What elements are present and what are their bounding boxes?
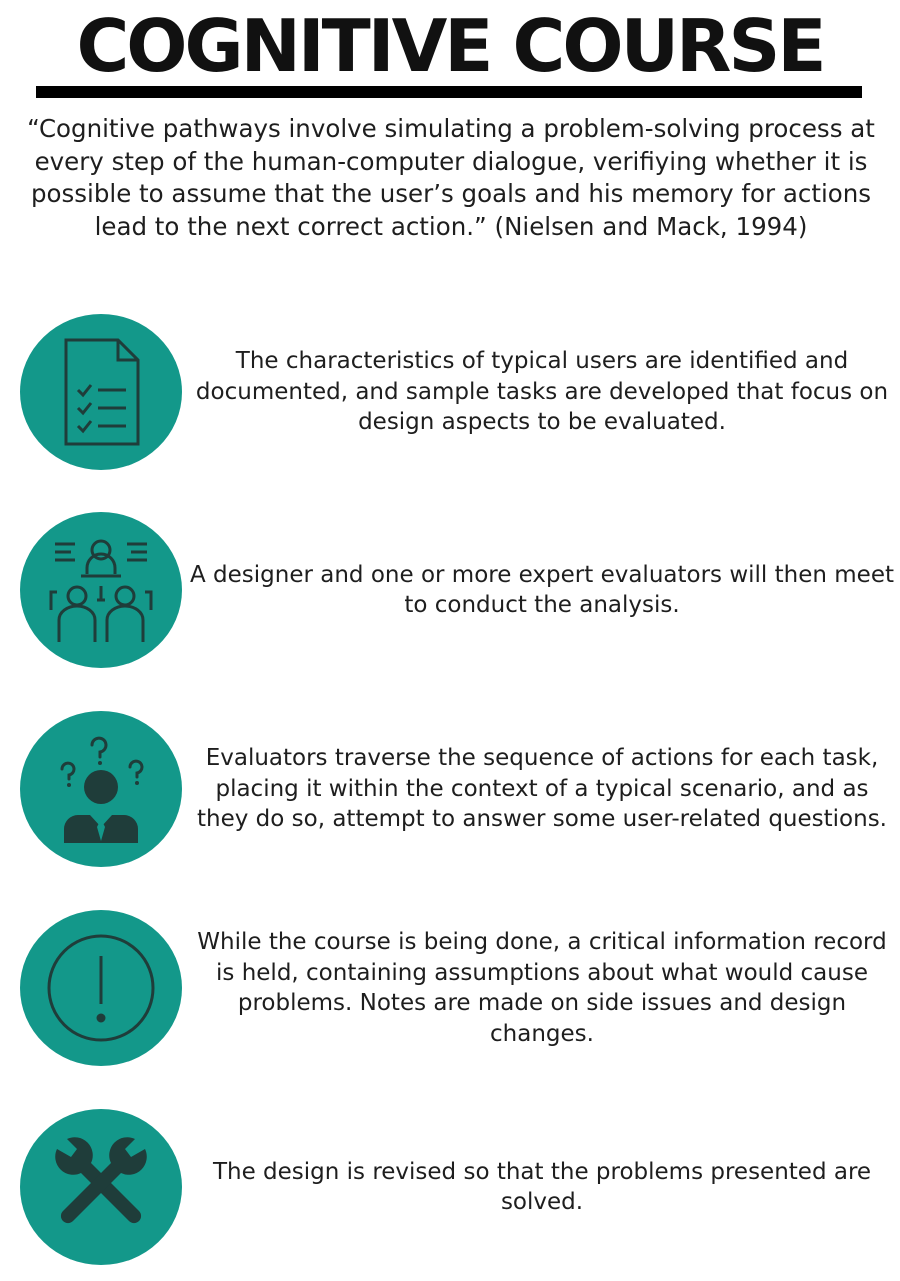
step-5-circle bbox=[20, 1109, 182, 1265]
step-4: While the course is being done, a critic… bbox=[0, 910, 900, 1070]
crossed-wrenches-icon bbox=[55, 1137, 147, 1224]
title-underline bbox=[36, 86, 862, 98]
step-5: The design is revised so that the proble… bbox=[0, 1109, 900, 1269]
step-description: The characteristics of typical users are… bbox=[195, 348, 889, 436]
step-4-text-box: While the course is being done, a critic… bbox=[184, 910, 900, 1066]
warning-exclamation-icon bbox=[47, 934, 155, 1042]
meeting-people-icon bbox=[49, 539, 153, 642]
intro-quote: “Cognitive pathways involve simulating a… bbox=[27, 114, 875, 241]
step-3-text-box: Evaluators traverse the sequence of acti… bbox=[184, 711, 900, 867]
step-3-circle bbox=[20, 711, 182, 867]
step-description: Evaluators traverse the sequence of acti… bbox=[197, 745, 887, 833]
page-title: COGNITIVE COURSE bbox=[76, 4, 826, 88]
step-4-circle bbox=[20, 910, 182, 1066]
confused-person-icon bbox=[60, 736, 144, 843]
step-description: A designer and one or more expert evalua… bbox=[190, 561, 894, 619]
step-2-circle bbox=[20, 512, 182, 668]
step-2-text-box: A designer and one or more expert evalua… bbox=[184, 512, 900, 668]
step-5-text-box: The design is revised so that the proble… bbox=[184, 1109, 900, 1265]
step-3: Evaluators traverse the sequence of acti… bbox=[0, 711, 900, 871]
step-1-text-box: The characteristics of typical users are… bbox=[184, 314, 900, 470]
step-2: A designer and one or more expert evalua… bbox=[0, 512, 900, 672]
step-description: The design is revised so that the proble… bbox=[212, 1158, 872, 1216]
step-description: While the course is being done, a critic… bbox=[197, 929, 887, 1047]
checklist-document-icon bbox=[64, 338, 140, 446]
step-1-circle bbox=[20, 314, 182, 470]
step-1: The characteristics of typical users are… bbox=[0, 314, 900, 474]
